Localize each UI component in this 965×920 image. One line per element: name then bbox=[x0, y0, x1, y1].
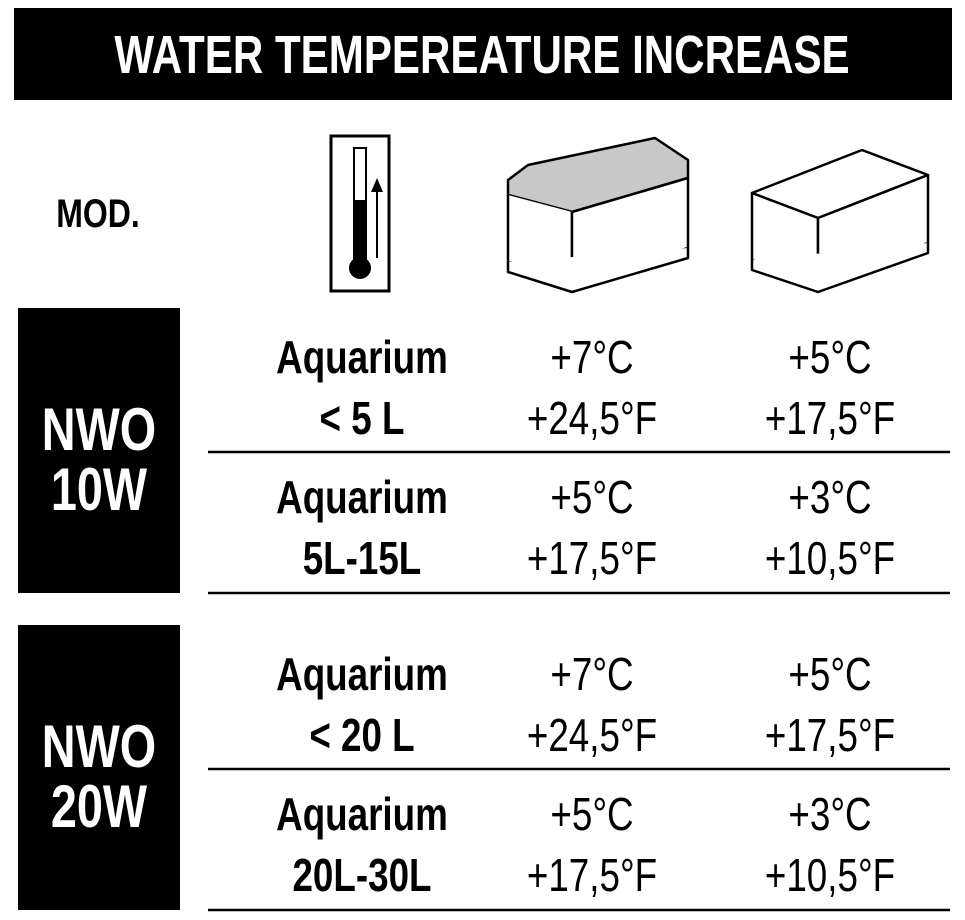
title: WATER TEMPEREATURE INCREASE bbox=[114, 25, 849, 85]
aquarium-label: < 5 L bbox=[320, 392, 405, 444]
mod-label: MOD. bbox=[56, 190, 140, 235]
open-value: +10,5°F bbox=[765, 532, 895, 584]
aquarium-label: < 20 L bbox=[309, 709, 414, 761]
open-value: +17,5°F bbox=[765, 392, 895, 444]
model-label: NWO bbox=[42, 714, 156, 781]
title-bar bbox=[14, 8, 952, 100]
aquarium-label: Aquarium bbox=[276, 788, 448, 840]
aquarium-label: Aquarium bbox=[276, 331, 448, 383]
aquarium-label: Aquarium bbox=[276, 648, 448, 700]
open-value: +3°C bbox=[788, 788, 871, 840]
model-label: 20W bbox=[51, 774, 147, 841]
model-label: NWO bbox=[42, 397, 156, 464]
covered-aquarium-icon bbox=[506, 136, 690, 294]
open-value: +5°C bbox=[788, 331, 871, 383]
open-value: +10,5°F bbox=[765, 849, 895, 901]
covered-value: +17,5°F bbox=[527, 532, 657, 584]
covered-value: +5°C bbox=[550, 788, 633, 840]
covered-value: +7°C bbox=[550, 648, 633, 700]
covered-value: +24,5°F bbox=[527, 392, 657, 444]
open-aquarium-icon bbox=[750, 148, 930, 294]
open-value: +3°C bbox=[788, 471, 871, 523]
aquarium-label: 5L-15L bbox=[303, 532, 422, 584]
covered-value: +17,5°F bbox=[527, 849, 657, 901]
covered-value: +5°C bbox=[550, 471, 633, 523]
model-label: 10W bbox=[51, 457, 147, 524]
covered-value: +24,5°F bbox=[527, 709, 657, 761]
aquarium-label: Aquarium bbox=[276, 471, 448, 523]
thermometer-icon bbox=[329, 134, 391, 293]
open-value: +17,5°F bbox=[765, 709, 895, 761]
aquarium-label: 20L-30L bbox=[292, 849, 431, 901]
covered-value: +7°C bbox=[550, 331, 633, 383]
model-box bbox=[18, 625, 180, 910]
model-box bbox=[18, 308, 180, 593]
open-value: +5°C bbox=[788, 648, 871, 700]
